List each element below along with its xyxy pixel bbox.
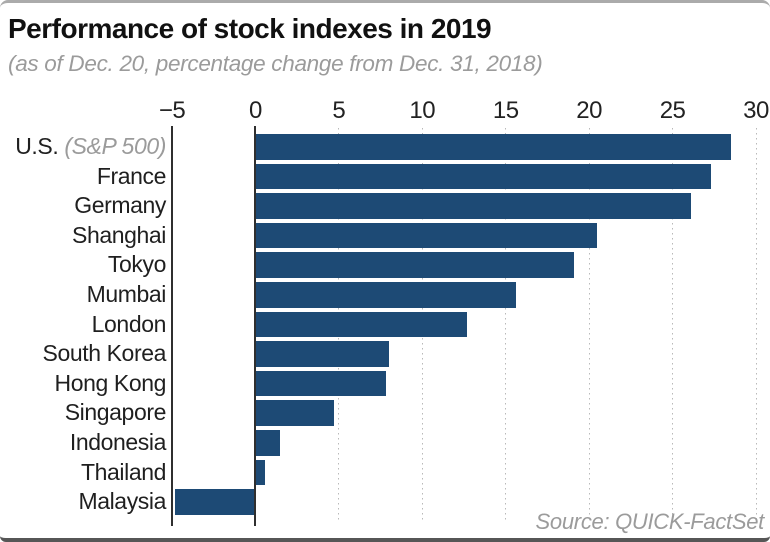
bar-thailand (256, 459, 266, 486)
bar-south-korea (256, 341, 389, 367)
x-tick-label: 15 (492, 97, 519, 124)
category-label: U.S. (S&P 500) (0, 133, 166, 160)
category-label: Indonesia (0, 429, 167, 456)
category-label-note: (S&P 500) (58, 133, 166, 159)
bar-tokyo (256, 252, 575, 278)
axis-line (254, 126, 257, 526)
category-label: Thailand (0, 458, 166, 486)
category-label-text: Malaysia (78, 488, 166, 515)
bar-london (256, 311, 468, 338)
x-tick-label: −5 (158, 97, 186, 124)
chart-title: Performance of stock indexes in 2019 (8, 13, 492, 44)
x-axis: −5 0 5 10 15 20 25 30 (0, 97, 770, 125)
source-note: Source: QUICK-FactSet (535, 509, 765, 534)
bar-shanghai (256, 222, 598, 249)
bar-france (256, 163, 711, 190)
x-tick-label: 30 (743, 97, 769, 124)
category-label: Malaysia (0, 488, 166, 515)
category-label-text: Hong Kong (54, 369, 167, 396)
category-label: Hong Kong (0, 369, 167, 397)
category-label: Mumbai (0, 281, 167, 308)
bar-malaysia (175, 489, 255, 515)
gridline (755, 128, 757, 520)
category-label: Tokyo (0, 252, 166, 278)
category-label-text: South Korea (42, 340, 167, 367)
category-label-text: U.S. (15, 133, 59, 159)
category-label-text: France (96, 162, 167, 189)
category-label: South Korea (0, 340, 167, 367)
category-label: Germany (0, 192, 166, 219)
category-label: Shanghai (0, 221, 166, 249)
bar-u-s (256, 134, 731, 160)
category-label-text: London (91, 310, 167, 337)
category-label-text: Mumbai (86, 281, 167, 307)
bar-germany (256, 193, 691, 219)
bar-mumbai (256, 282, 516, 308)
category-label-text: Indonesia (69, 429, 167, 455)
category-label: Singapore (0, 399, 167, 426)
category-label-text: Thailand (80, 458, 166, 485)
category-label-text: Singapore (64, 399, 167, 426)
category-label-text: Shanghai (72, 221, 166, 248)
category-label: London (0, 310, 167, 338)
category-label-text: Germany (74, 192, 166, 219)
gridline (505, 128, 507, 520)
x-tick-label: 5 (332, 97, 346, 124)
bar-singapore (256, 400, 334, 426)
x-tick-label: 10 (409, 97, 436, 124)
plot-area (171, 126, 757, 526)
category-label-text: Tokyo (107, 251, 166, 278)
bar-indonesia (256, 430, 281, 456)
gridline (588, 128, 590, 520)
chart-subtitle: (as of Dec. 20, percentage change from D… (8, 51, 543, 76)
x-tick-label: 25 (659, 97, 686, 124)
x-tick-label: 0 (248, 97, 262, 124)
x-tick-label: 20 (576, 97, 602, 124)
bar-hong-kong (256, 370, 386, 397)
axis-line (171, 126, 173, 526)
category-label: France (0, 162, 167, 190)
gridline (672, 128, 674, 520)
